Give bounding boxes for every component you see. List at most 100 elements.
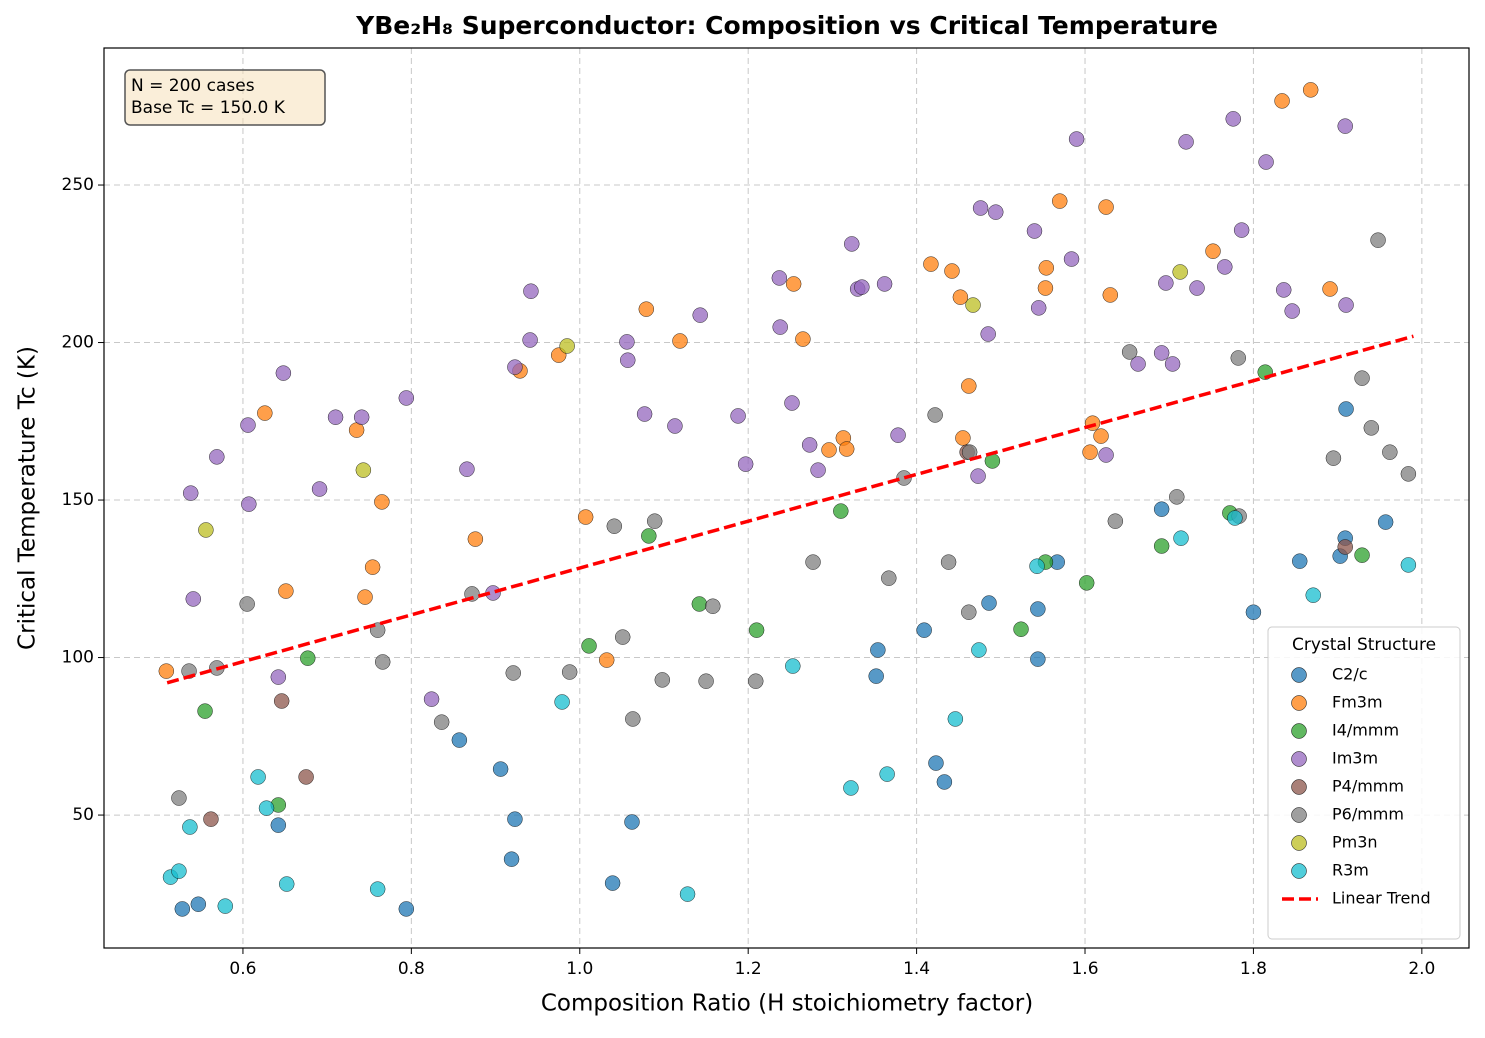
data-point xyxy=(241,496,257,512)
legend-label: P4/mmm xyxy=(1332,777,1404,796)
data-point xyxy=(522,332,538,348)
data-point xyxy=(1158,275,1174,291)
y-tick-label: 150 xyxy=(62,490,94,510)
data-point xyxy=(561,664,578,680)
data-point xyxy=(614,629,631,645)
data-point xyxy=(748,673,764,689)
data-point xyxy=(805,554,821,570)
data-point xyxy=(185,591,202,607)
data-point xyxy=(353,409,370,425)
data-point xyxy=(636,406,653,422)
data-point xyxy=(879,766,895,782)
data-point xyxy=(171,863,187,879)
data-point xyxy=(961,604,977,620)
data-point xyxy=(209,449,225,465)
data-point xyxy=(795,331,811,347)
legend-label: Im3m xyxy=(1332,749,1378,768)
data-point xyxy=(1233,222,1250,238)
x-tick-label: 1.4 xyxy=(903,959,930,979)
data-point xyxy=(772,319,788,335)
data-point xyxy=(374,494,390,510)
data-point xyxy=(507,359,523,375)
x-tick-label: 0.8 xyxy=(398,959,425,979)
y-tick-label: 100 xyxy=(62,648,94,668)
data-point xyxy=(646,513,663,529)
data-point xyxy=(369,881,386,897)
data-point xyxy=(1153,538,1170,554)
data-point xyxy=(748,622,765,638)
data-point xyxy=(1377,514,1394,530)
data-point xyxy=(923,256,939,272)
data-point xyxy=(273,693,290,709)
data-point xyxy=(606,518,623,534)
data-point xyxy=(785,276,802,292)
data-point xyxy=(505,665,521,681)
data-point xyxy=(451,732,468,748)
data-point xyxy=(198,522,214,538)
data-point xyxy=(730,408,746,424)
data-point xyxy=(1274,93,1290,109)
data-point xyxy=(737,456,754,472)
data-point xyxy=(881,570,897,586)
data-point xyxy=(940,554,957,570)
data-point xyxy=(357,589,373,605)
data-point xyxy=(1173,530,1189,546)
data-point xyxy=(1164,356,1181,372)
data-point xyxy=(1102,287,1119,303)
x-tick-label: 0.6 xyxy=(229,959,256,979)
data-point xyxy=(257,405,273,421)
data-point xyxy=(785,658,801,674)
data-point xyxy=(1284,303,1300,319)
data-point xyxy=(327,409,344,425)
data-point xyxy=(467,531,484,547)
data-point xyxy=(300,650,316,666)
data-point xyxy=(1322,281,1338,297)
data-point xyxy=(1354,370,1370,386)
data-point xyxy=(374,654,391,670)
data-point xyxy=(1227,510,1243,526)
data-point xyxy=(1230,350,1247,366)
data-point xyxy=(672,333,688,349)
data-point xyxy=(868,668,884,684)
data-point xyxy=(1078,575,1095,591)
legend-marker xyxy=(1291,835,1307,851)
legend-marker xyxy=(1291,723,1307,739)
data-point xyxy=(624,814,640,830)
legend-marker xyxy=(1291,863,1307,879)
data-point xyxy=(1400,466,1417,482)
y-axis-label: Critical Temperature Tc (K) xyxy=(15,346,41,650)
data-point xyxy=(801,437,818,453)
y-tick-label: 50 xyxy=(72,805,94,825)
data-point xyxy=(577,509,594,525)
data-point xyxy=(270,669,287,685)
data-point xyxy=(970,468,986,484)
data-point xyxy=(1217,259,1233,275)
data-point xyxy=(1363,420,1380,436)
data-point xyxy=(955,430,971,446)
data-point xyxy=(625,711,641,727)
data-point xyxy=(1130,356,1146,372)
data-point xyxy=(275,365,292,381)
x-tick-label: 2.0 xyxy=(1408,959,1435,979)
data-point xyxy=(250,769,266,785)
data-point xyxy=(1172,264,1188,280)
legend-label: Fm3m xyxy=(1332,693,1383,712)
data-point xyxy=(843,780,859,796)
annotation-text: Base Tc = 150.0 K xyxy=(131,98,286,118)
legend-label: I4/mmm xyxy=(1332,721,1399,740)
data-point xyxy=(1338,401,1354,417)
data-point xyxy=(182,819,198,835)
data-point xyxy=(559,338,575,354)
data-point xyxy=(988,204,1004,220)
data-point xyxy=(278,583,294,599)
data-point xyxy=(1382,444,1398,460)
x-axis-label: Composition Ratio (H stoichiometry facto… xyxy=(541,991,1033,1017)
legend-label: C2/c xyxy=(1332,665,1368,684)
data-point xyxy=(980,326,996,342)
data-point xyxy=(1302,82,1319,98)
data-point xyxy=(239,596,255,612)
data-point xyxy=(158,663,175,679)
data-point xyxy=(1245,604,1262,620)
data-point xyxy=(581,638,597,654)
